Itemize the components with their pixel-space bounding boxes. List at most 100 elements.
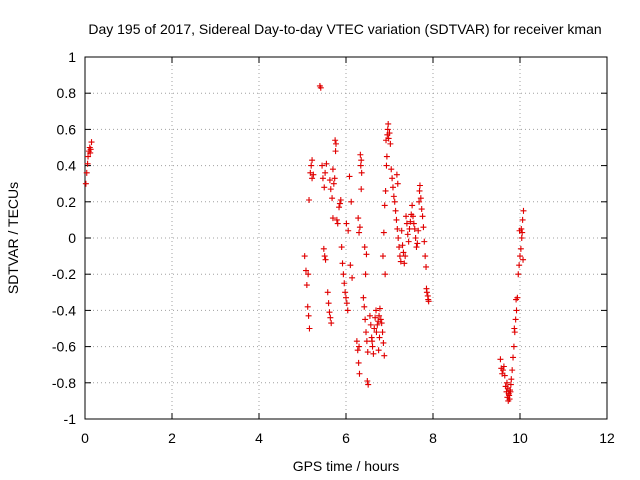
data-point — [385, 135, 392, 142]
data-point — [501, 372, 508, 379]
data-point — [384, 126, 391, 133]
x-tick-label: 4 — [255, 430, 263, 446]
data-point — [389, 175, 396, 182]
data-point — [369, 343, 376, 350]
data-point — [356, 343, 363, 350]
data-point — [348, 198, 355, 205]
data-point — [379, 253, 386, 260]
data-point — [305, 271, 312, 278]
data-point — [87, 149, 94, 156]
data-point — [325, 300, 332, 307]
data-point — [364, 349, 371, 356]
data-points — [82, 82, 527, 404]
data-point — [343, 294, 349, 301]
data-point — [520, 207, 527, 214]
data-point — [303, 282, 310, 289]
data-point — [304, 303, 311, 310]
x-tick-label: 6 — [342, 430, 350, 446]
data-point — [395, 235, 402, 241]
data-point — [507, 388, 514, 395]
data-point — [416, 187, 423, 194]
data-point — [398, 227, 405, 234]
data-point — [379, 329, 386, 336]
data-point — [343, 220, 350, 227]
data-point — [367, 321, 374, 328]
data-point — [344, 307, 351, 314]
data-point — [363, 329, 370, 336]
data-point — [327, 314, 334, 321]
y-tick-label: 0.8 — [57, 85, 77, 101]
data-point — [509, 367, 516, 374]
data-point — [334, 220, 341, 227]
data-point — [321, 184, 328, 191]
data-point — [413, 244, 420, 251]
data-point — [319, 175, 326, 182]
data-point — [400, 249, 407, 256]
data-point — [361, 303, 368, 310]
x-tick-label: 8 — [429, 430, 437, 446]
data-point — [356, 370, 363, 377]
data-point — [373, 329, 380, 336]
data-point — [329, 195, 336, 202]
data-point — [497, 356, 504, 363]
data-point — [421, 238, 428, 245]
y-tick-label: 0 — [68, 230, 76, 246]
data-point — [407, 218, 414, 225]
data-point — [507, 381, 514, 388]
data-point — [319, 162, 326, 169]
data-point — [423, 263, 430, 270]
data-point — [381, 352, 388, 359]
data-point — [519, 229, 526, 236]
data-point — [513, 296, 520, 303]
data-point — [365, 381, 372, 388]
data-point — [353, 338, 360, 345]
data-point — [355, 215, 362, 222]
data-point — [347, 262, 354, 269]
data-point — [310, 171, 317, 178]
y-axis-label: SDTVAR / TECUs — [5, 182, 21, 294]
data-point — [380, 229, 387, 236]
data-point — [366, 312, 373, 319]
data-point — [327, 186, 334, 193]
data-point — [357, 151, 364, 158]
data-point — [419, 213, 426, 220]
data-point — [363, 251, 370, 258]
data-point — [338, 244, 345, 251]
data-point — [420, 224, 427, 231]
data-point — [403, 220, 410, 227]
axis-ticks — [84, 56, 608, 420]
data-point — [306, 325, 313, 332]
data-point — [393, 171, 400, 178]
data-point — [375, 347, 382, 354]
data-point — [329, 215, 336, 222]
x-axis-label: GPS time / hours — [293, 458, 400, 474]
data-point — [332, 140, 339, 147]
x-tick-label: 2 — [168, 430, 176, 446]
data-point — [336, 204, 343, 211]
data-point — [399, 242, 406, 249]
data-point — [332, 148, 339, 155]
data-point — [341, 280, 348, 287]
data-point — [305, 312, 312, 319]
data-point — [322, 256, 329, 263]
data-point — [326, 309, 333, 316]
data-point — [377, 316, 384, 323]
data-point — [369, 338, 376, 345]
data-point — [358, 169, 365, 176]
x-tick-label: 0 — [81, 430, 89, 446]
data-point — [308, 162, 315, 169]
data-point — [362, 316, 369, 323]
chart-title: Day 195 of 2017, Sidereal Day-to-day VTE… — [88, 21, 601, 37]
data-point — [372, 314, 379, 321]
y-tick-labels: -1 -0.8 -0.6 -0.4 -0.2 0 0.2 0.4 0.6 0.8 1 — [52, 49, 76, 427]
data-point — [349, 274, 356, 281]
data-point — [381, 202, 388, 209]
data-point — [393, 216, 400, 223]
data-point — [414, 240, 421, 247]
data-point — [500, 363, 507, 370]
data-point — [385, 120, 392, 127]
data-point — [382, 271, 389, 278]
data-point — [416, 198, 423, 205]
data-point — [329, 166, 336, 173]
data-point — [320, 245, 327, 252]
